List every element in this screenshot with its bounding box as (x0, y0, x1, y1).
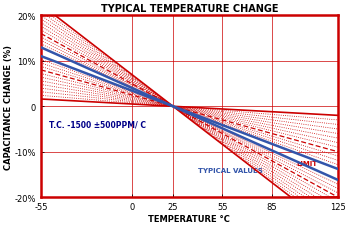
Title: TYPICAL TEMPERATURE CHANGE: TYPICAL TEMPERATURE CHANGE (101, 4, 278, 14)
Y-axis label: CAPACITANCE CHANGE (%): CAPACITANCE CHANGE (%) (4, 44, 13, 169)
Text: LIMIT: LIMIT (297, 161, 318, 167)
Text: TYPICAL VALUES: TYPICAL VALUES (198, 168, 262, 173)
Text: T.C. -1500 ±500PPM/ C: T.C. -1500 ±500PPM/ C (49, 120, 146, 129)
X-axis label: TEMPERATURE °C: TEMPERATURE °C (148, 214, 230, 223)
